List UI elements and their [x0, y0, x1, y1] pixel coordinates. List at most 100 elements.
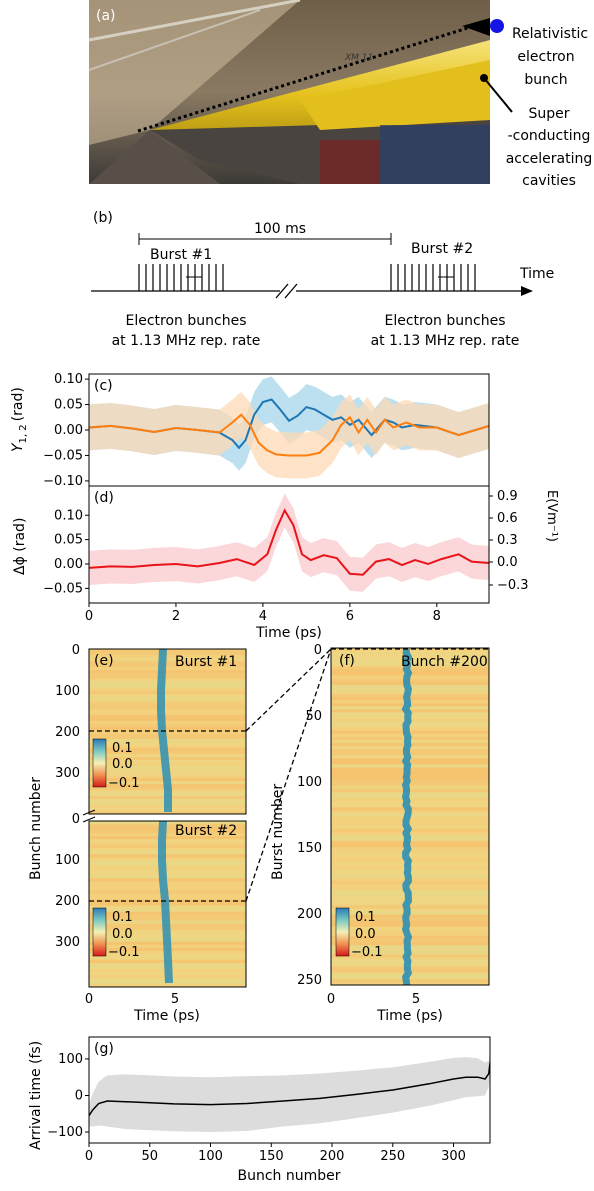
bunch-annotation-line: electron [517, 49, 574, 65]
heatmap-row [89, 670, 246, 674]
xtick-label: 100 [198, 1149, 223, 1164]
panel-d-ylabel: Δϕ (rad) [12, 518, 28, 575]
heatmap-row [89, 827, 246, 831]
zoom-connectors [245, 648, 332, 902]
e-ytick: 300 [55, 935, 80, 950]
cavities-annotation: Super -conducting accelerating cavities [506, 106, 593, 189]
heatmap-row [331, 920, 489, 925]
panel-e-ylabel: Bunch number [28, 777, 44, 880]
heatmap-row [89, 703, 246, 707]
cavities-annotation-line: cavities [522, 173, 576, 189]
panel-e-xlabel: Time (ps) [133, 1008, 200, 1024]
panel-d-chart: −0.05 0.00 0.05 0.10 −0.3 0.0 0.3 0.6 0.9 0 2 4 6 8… [12, 485, 559, 641]
heatmap-row [89, 848, 246, 852]
colorbar-e1-tick: 0.1 [112, 741, 133, 756]
colorbar-e2-tick: −0.1 [108, 945, 140, 960]
f-ytick: 200 [297, 907, 322, 922]
ytick-right-label: 0.3 [497, 533, 518, 548]
panel-e-heatmaps: 0.1 0.0 −0.1 0.1 0.0 −0.1 (e) Burst #1 B… [28, 643, 247, 1024]
ytick-label: 0.00 [54, 557, 83, 572]
heatmap-row [331, 819, 489, 824]
interval-label: 100 ms [254, 221, 306, 237]
colorbar-f-tick: 0.0 [355, 927, 376, 942]
bunch-annotation: Relativistic electron bunch [512, 26, 588, 88]
heatmap-row [89, 682, 246, 686]
panel-c-label: (c) [94, 378, 113, 394]
heatmap-row [89, 715, 246, 719]
heatmap-row [89, 875, 246, 879]
electron-bunch-dot [490, 19, 504, 33]
ytick-label: 0.10 [54, 372, 83, 387]
heatmap-row [89, 673, 246, 677]
colorbar-f-tick: 0.1 [355, 910, 376, 925]
ytick-label: −0.05 [43, 581, 83, 596]
heatmap-row [89, 811, 246, 815]
panel-f-xlabel: Time (ps) [376, 1008, 443, 1024]
heatmap-row [89, 845, 246, 849]
panel-a-photo: XM 11 (a) Relativistic electron bunch Su… [88, 0, 593, 189]
heatmap-row [89, 691, 246, 695]
heatmap-row [331, 917, 489, 922]
panel-f-heatmap: 0.1 0.0 −0.1 (f) Bunch #200 0 50 100 150… [270, 643, 490, 1024]
heatmap-row [89, 721, 246, 725]
heatmap-row [89, 736, 246, 740]
heatmap-row [331, 975, 489, 980]
panel-f-label: (f) [339, 653, 355, 669]
e-xtick: 5 [171, 992, 179, 1007]
heatmap-row [89, 824, 246, 828]
ytick-label: 0.05 [54, 533, 83, 548]
f-ytick: 0 [314, 643, 322, 658]
heatmap-row [89, 679, 246, 683]
heatmap-row [89, 739, 246, 743]
xtick-label: 250 [380, 1149, 405, 1164]
e-ytick: 200 [55, 725, 80, 740]
heatmap-row [89, 839, 246, 843]
heatmap-row [89, 983, 246, 988]
panel-e-burst1: Burst #1 [175, 654, 237, 670]
heatmap-row [331, 831, 489, 836]
ytick-label: 100 [58, 1052, 83, 1067]
bunch-annotation-line: bunch [524, 72, 567, 88]
time-axis-label: Time [519, 266, 554, 282]
heatmap-row [89, 661, 246, 665]
cavities-annotation-line: Super [528, 106, 569, 122]
heatmap-row [89, 649, 246, 653]
panel-d-xlabel: Time (ps) [255, 625, 322, 641]
heatmap-row [89, 742, 246, 746]
series-line [89, 413, 489, 457]
series-line [89, 1062, 490, 1117]
bunch200-trace [401, 648, 413, 986]
burst1-trace [157, 648, 172, 812]
burst1-pulses [138, 264, 224, 291]
heatmap-row [331, 785, 489, 790]
f-ytick: 150 [297, 841, 322, 856]
f-xtick: 0 [327, 992, 335, 1007]
colorbar-e1-tick: −0.1 [108, 776, 140, 791]
ytick-label: −0.10 [43, 474, 83, 489]
panel-b-label: (b) [93, 210, 113, 226]
heatmap-row [89, 860, 246, 864]
series-band [89, 391, 489, 479]
e-ytick: 0 [72, 812, 80, 827]
burst2-pulses [390, 264, 476, 291]
panel-c-chart: −0.10 −0.05 0.00 0.05 0.10 (c) Y1, 2(rad) [10, 372, 490, 489]
panel-c-ylabel: Y1, 2(rad) [10, 387, 29, 452]
xtick-label: 4 [259, 609, 267, 624]
heatmap-row [89, 664, 246, 668]
panel-d-label: (d) [94, 490, 114, 506]
heatmap-row [89, 718, 246, 722]
heatmap-row [89, 872, 246, 876]
caption2-line2: at 1.13 MHz rep. rate [371, 333, 520, 349]
xtick-label: 150 [259, 1149, 284, 1164]
e-ytick: 100 [55, 684, 80, 699]
panel-f-bunch: Bunch #200 [401, 654, 488, 670]
colorbar-e2-tick: 0.1 [112, 910, 133, 925]
panel-e-label: (e) [94, 653, 114, 669]
e-xtick: 0 [85, 992, 93, 1007]
ytick-label: 0.00 [54, 423, 83, 438]
ytick-right-label: 0.9 [497, 489, 518, 504]
panel-g-ylabel: Arrival time (fs) [28, 1041, 44, 1150]
caption2-line1: Electron bunches [385, 313, 506, 329]
